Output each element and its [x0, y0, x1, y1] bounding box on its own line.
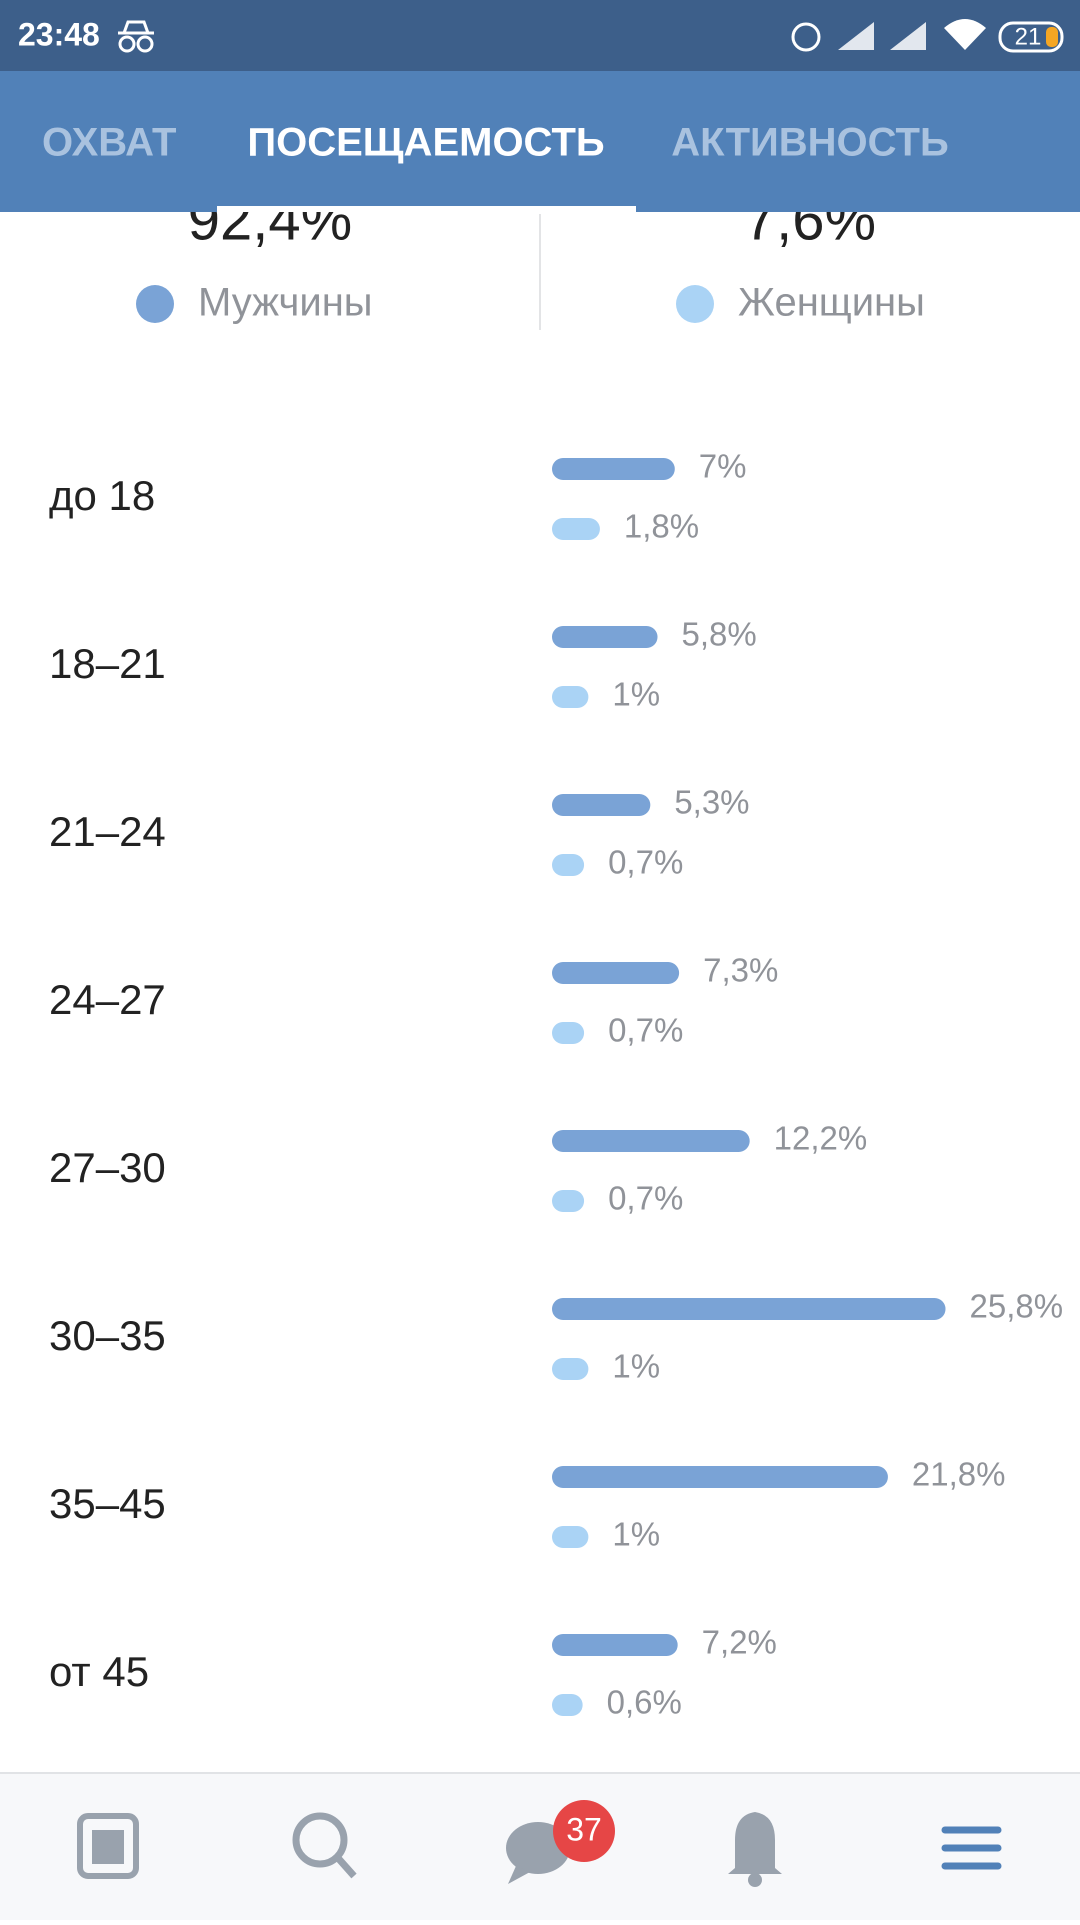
- tab-bar: [0, 71, 1080, 212]
- wifi-icon: [944, 19, 986, 50]
- value-label: 1%: [612, 1348, 660, 1385]
- value-label: 0,7%: [608, 1180, 683, 1217]
- battery-icon: [998, 21, 1064, 53]
- category-label: от 45: [49, 1648, 149, 1695]
- legend-dot: [136, 285, 174, 323]
- value-label: 21,8%: [912, 1456, 1006, 1493]
- legend-label: Женщины: [738, 281, 925, 325]
- tab[interactable]: АКТИВНОСТЬ: [671, 121, 948, 165]
- tab[interactable]: ОХВАТ: [42, 121, 177, 165]
- signal-icon: [838, 22, 874, 50]
- category-label: до 18: [49, 472, 155, 519]
- value-label: 0,7%: [608, 844, 683, 881]
- category-label: 30–35: [49, 1312, 166, 1359]
- legend-dot: [676, 285, 714, 323]
- value-label: 1,8%: [624, 508, 699, 545]
- tab-active[interactable]: ПОСЕЩАЕМОСТЬ: [247, 121, 604, 165]
- nav-search[interactable]: [292, 1812, 357, 1879]
- alarm-icon: [791, 22, 821, 52]
- category-label: 18–21: [49, 640, 166, 687]
- tab-indicator: [217, 206, 636, 212]
- value-label: 0,7%: [608, 1012, 683, 1049]
- legend-label: Мужчины: [198, 281, 373, 325]
- badge: [553, 1800, 615, 1862]
- value-label: 0,6%: [607, 1684, 682, 1721]
- nav-menu[interactable]: [941, 1826, 1002, 1870]
- incognito-icon: [118, 20, 154, 53]
- value-label: 1%: [612, 1516, 660, 1553]
- nav-notifications[interactable]: [728, 1812, 782, 1887]
- value-label: 7,3%: [703, 952, 778, 989]
- category-label: 21–24: [49, 808, 166, 855]
- battery-level: [1046, 27, 1058, 47]
- value-label: 5,8%: [682, 616, 757, 653]
- nav-news[interactable]: [77, 1813, 139, 1879]
- value-label: 7%: [699, 448, 747, 485]
- badge-count: 37: [566, 1811, 602, 1847]
- value-label: 7,2%: [702, 1624, 777, 1661]
- value-label: 5,3%: [674, 784, 749, 821]
- value-label: 25,8%: [970, 1288, 1064, 1325]
- signal-icon: [890, 22, 926, 50]
- category-label: 27–30: [49, 1144, 166, 1191]
- status-time: 23:48: [18, 16, 100, 52]
- status-bar: [0, 0, 1080, 71]
- category-label: 35–45: [49, 1480, 166, 1527]
- battery-text: 21: [1015, 23, 1042, 50]
- value-label: 12,2%: [774, 1120, 868, 1157]
- value-label: 1%: [612, 676, 660, 713]
- category-label: 24–27: [49, 976, 166, 1023]
